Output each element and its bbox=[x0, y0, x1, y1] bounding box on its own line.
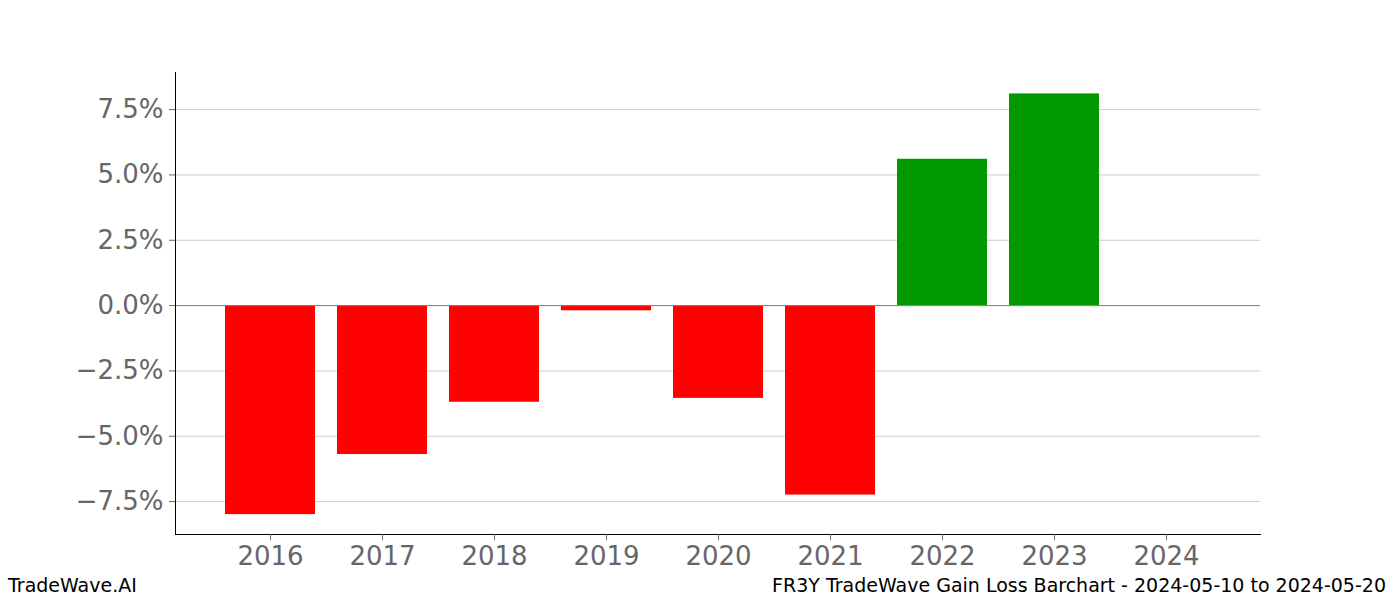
svg-text:2.5%: 2.5% bbox=[97, 225, 163, 255]
svg-text:5.0%: 5.0% bbox=[97, 159, 163, 189]
html-text:TradeWave.AI: TradeWave.AI bbox=[8, 574, 137, 596]
svg-text:−2.5%: −2.5% bbox=[76, 355, 164, 385]
svg-text:2023: 2023 bbox=[1021, 541, 1087, 571]
svg-text:7.5%: 7.5% bbox=[97, 94, 163, 124]
svg-text:2024: 2024 bbox=[1133, 541, 1199, 571]
svg-text:2017: 2017 bbox=[349, 541, 415, 571]
svg-text:0.0%: 0.0% bbox=[97, 290, 163, 320]
svg-text:−7.5%: −7.5% bbox=[76, 486, 164, 516]
svg-text:2022: 2022 bbox=[909, 541, 975, 571]
html-text:FR3Y TradeWave Gain Loss Barch: FR3Y TradeWave Gain Loss Barchart - 2024… bbox=[772, 574, 1386, 596]
svg-text:2019: 2019 bbox=[573, 541, 639, 571]
svg-text:2021: 2021 bbox=[797, 541, 863, 571]
svg-text:2018: 2018 bbox=[461, 541, 527, 571]
svg-text:−5.0%: −5.0% bbox=[76, 421, 164, 451]
svg-text:2020: 2020 bbox=[685, 541, 751, 571]
svg-text:2016: 2016 bbox=[237, 541, 303, 571]
